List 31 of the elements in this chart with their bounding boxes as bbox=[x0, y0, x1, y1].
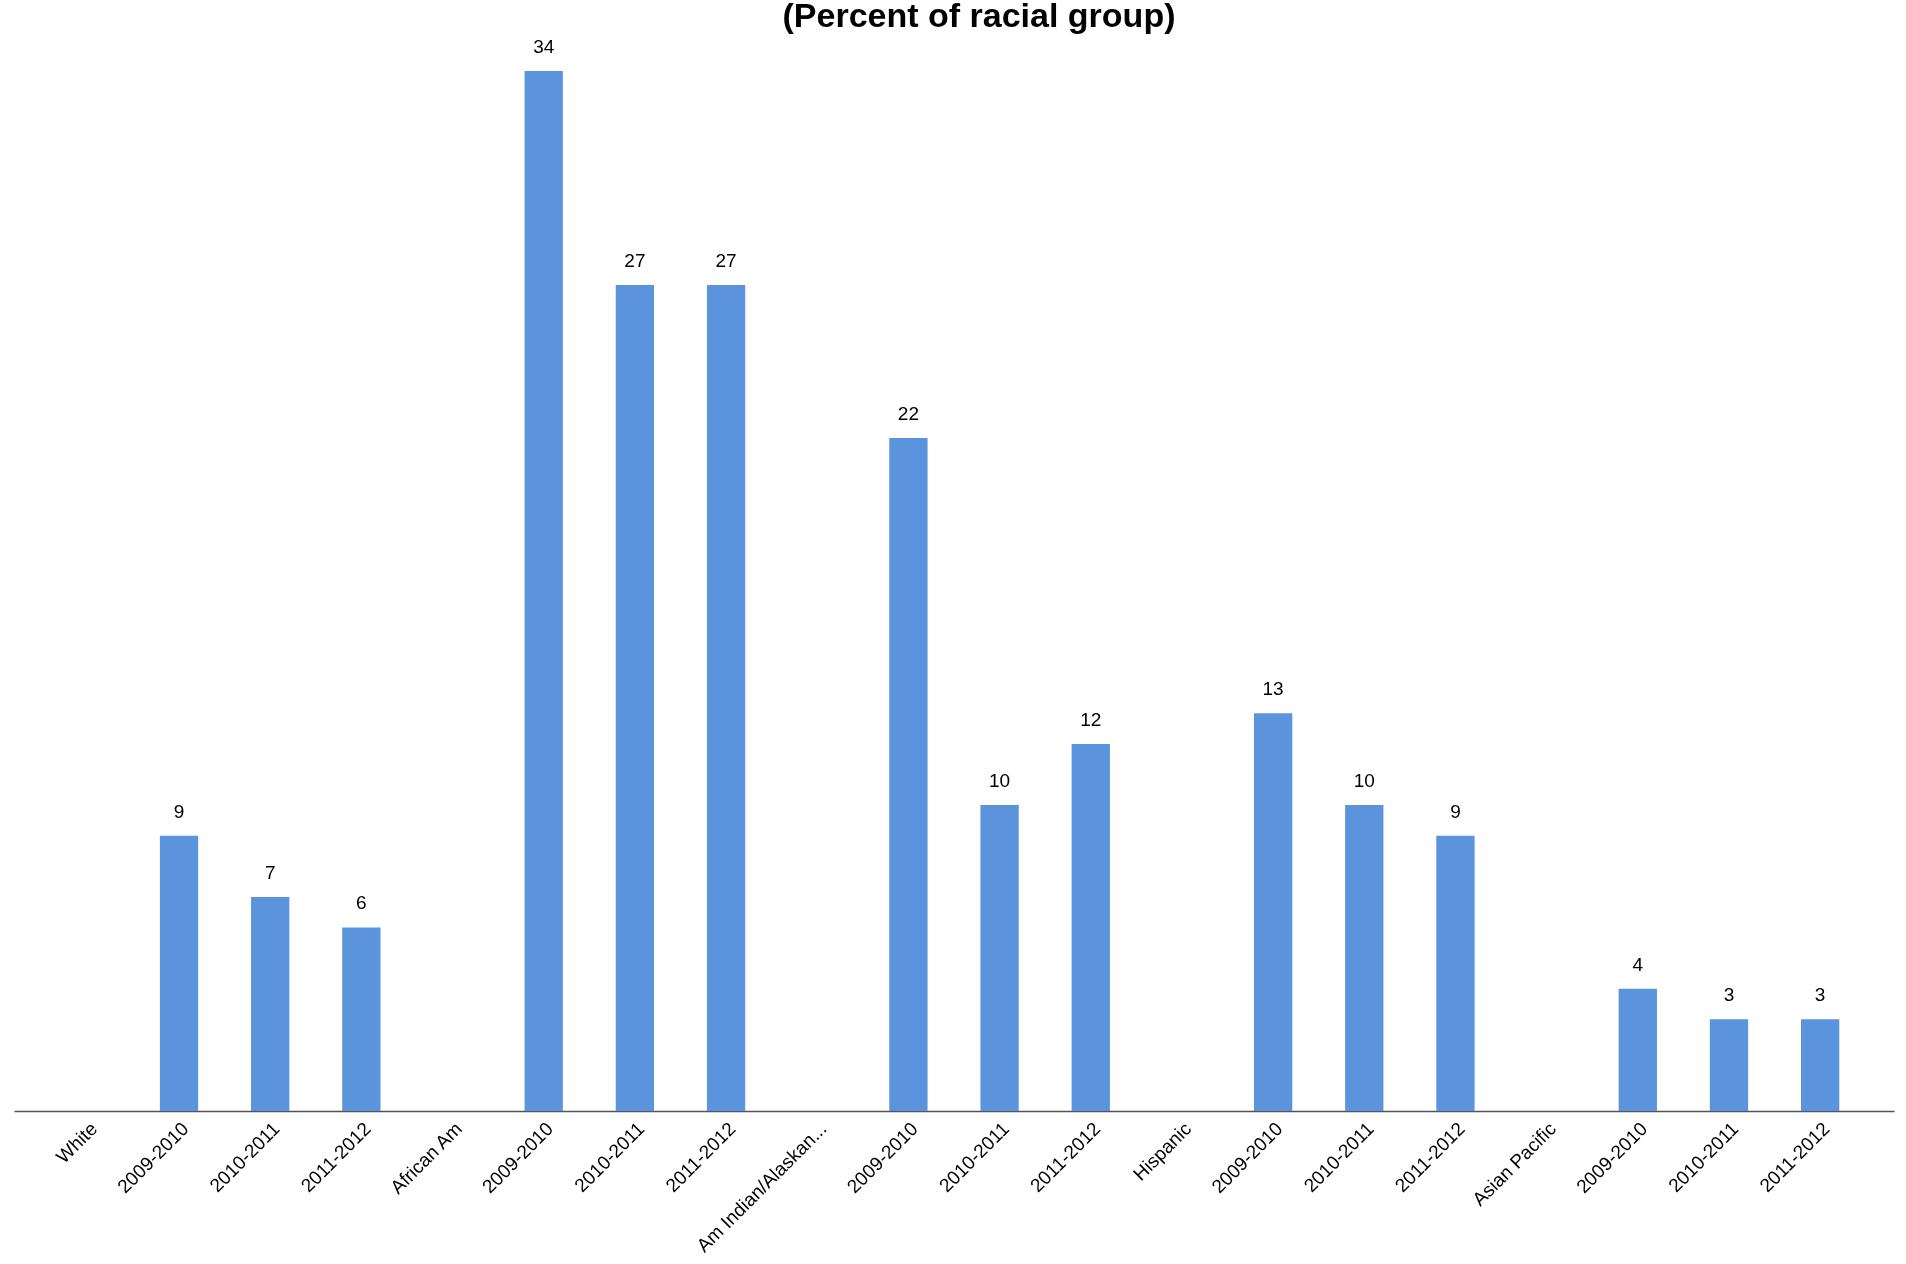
bar bbox=[342, 927, 381, 1111]
bar bbox=[524, 71, 563, 1111]
data-label: 4 bbox=[1632, 953, 1644, 975]
data-label: 34 bbox=[533, 36, 555, 57]
data-label: 12 bbox=[1080, 708, 1102, 730]
chart-title: (Percent of racial group) bbox=[782, 0, 1176, 34]
data-label: 9 bbox=[173, 800, 185, 822]
bar bbox=[615, 285, 655, 1111]
data-label: 3 bbox=[1814, 984, 1826, 1006]
bar bbox=[1709, 1019, 1749, 1111]
bar bbox=[889, 438, 928, 1111]
data-label: 10 bbox=[1353, 770, 1375, 792]
data-label: 13 bbox=[1262, 678, 1284, 700]
data-label: 10 bbox=[989, 770, 1011, 792]
data-label: 27 bbox=[715, 250, 737, 272]
bar bbox=[251, 896, 290, 1111]
data-label: 7 bbox=[264, 861, 276, 883]
bar bbox=[1071, 743, 1110, 1111]
data-label: 22 bbox=[897, 403, 919, 425]
bar bbox=[706, 285, 746, 1111]
data-label: 3 bbox=[1723, 984, 1735, 1006]
data-label: 9 bbox=[1450, 800, 1461, 822]
bar bbox=[980, 805, 1019, 1111]
data-label: 27 bbox=[624, 250, 646, 272]
bar bbox=[1801, 1019, 1840, 1111]
bar bbox=[1253, 713, 1293, 1111]
data-label: 6 bbox=[356, 892, 367, 914]
bar bbox=[1618, 988, 1657, 1111]
bar bbox=[1436, 835, 1475, 1111]
bar bbox=[159, 835, 199, 1111]
bar bbox=[1345, 805, 1384, 1111]
